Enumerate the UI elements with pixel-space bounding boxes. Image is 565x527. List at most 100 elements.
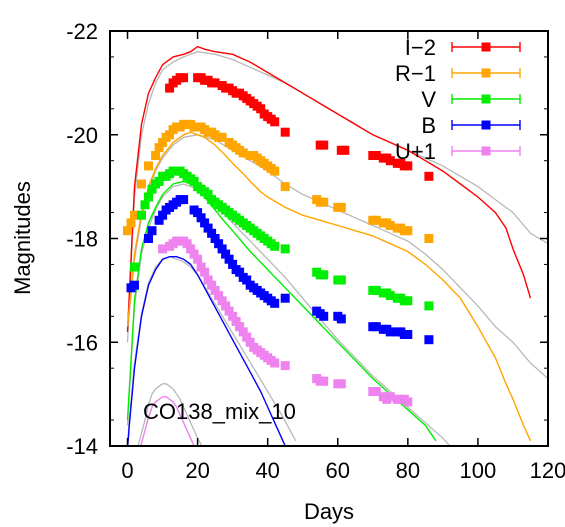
data-point bbox=[137, 210, 146, 220]
data-point bbox=[158, 138, 168, 147]
data-point bbox=[385, 392, 395, 402]
data-point bbox=[245, 337, 255, 347]
model-alt-line bbox=[126, 134, 548, 380]
data-point bbox=[158, 244, 168, 254]
data-point bbox=[217, 132, 227, 142]
data-point bbox=[207, 228, 217, 238]
y-tick-label: -16 bbox=[66, 330, 98, 355]
legend-marker bbox=[481, 42, 491, 52]
data-point bbox=[319, 270, 329, 280]
data-point bbox=[200, 218, 210, 228]
data-point bbox=[371, 215, 381, 225]
data-point bbox=[424, 171, 434, 181]
data-point bbox=[403, 330, 413, 339]
data-point bbox=[280, 182, 290, 192]
x-tick-label: 60 bbox=[326, 458, 350, 483]
data-point bbox=[189, 249, 199, 259]
data-point bbox=[424, 234, 434, 243]
data-point bbox=[371, 387, 381, 396]
data-point bbox=[126, 218, 136, 228]
data-point bbox=[147, 184, 157, 194]
data-point bbox=[238, 148, 248, 158]
axis-ticks: 0 20 40 60 80 100 120 -14 -16 -18 -20 -22 bbox=[66, 19, 565, 483]
x-axis-title: Days bbox=[304, 499, 354, 524]
model-line bbox=[140, 396, 195, 446]
data-point bbox=[371, 285, 381, 295]
data-point bbox=[256, 104, 266, 114]
data-point bbox=[210, 234, 220, 243]
data-point bbox=[193, 208, 203, 218]
x-tick-label: 40 bbox=[255, 458, 279, 483]
data-point bbox=[340, 145, 350, 155]
data-point bbox=[203, 189, 213, 199]
data-point bbox=[270, 241, 280, 251]
data-point bbox=[403, 397, 413, 407]
x-tick-label: 100 bbox=[460, 458, 497, 483]
data-point bbox=[154, 176, 164, 186]
y-tick-label: -22 bbox=[66, 19, 98, 44]
data-point bbox=[231, 317, 241, 326]
y-axis-title: Magnitudes bbox=[10, 181, 35, 295]
data-point bbox=[336, 379, 346, 389]
data-point bbox=[200, 267, 210, 277]
data-point bbox=[224, 306, 234, 316]
data-point bbox=[242, 332, 252, 342]
legend-marker bbox=[481, 120, 491, 130]
data-point bbox=[424, 301, 434, 311]
data-point bbox=[203, 275, 213, 285]
y-tick-label: -20 bbox=[66, 123, 98, 148]
data-point bbox=[130, 262, 139, 272]
legend-label: I−2 bbox=[405, 35, 436, 60]
data-point bbox=[182, 239, 192, 249]
data-point bbox=[214, 291, 224, 301]
data-point bbox=[189, 176, 199, 186]
data-point bbox=[210, 285, 220, 295]
data-point bbox=[228, 259, 238, 269]
model-alt-line bbox=[137, 383, 203, 446]
data-point bbox=[371, 322, 381, 332]
data-point bbox=[154, 215, 164, 225]
data-point bbox=[196, 262, 206, 272]
data-point bbox=[385, 291, 395, 301]
data-point bbox=[371, 151, 381, 160]
data-point bbox=[238, 327, 248, 337]
data-point bbox=[242, 275, 252, 285]
legend-label: V bbox=[421, 87, 436, 112]
data-point bbox=[319, 197, 329, 207]
data-point bbox=[235, 322, 245, 332]
data-point bbox=[217, 244, 227, 254]
legend-label: U+1 bbox=[395, 139, 436, 164]
data-point bbox=[385, 221, 395, 230]
data-point bbox=[336, 314, 346, 324]
model-line bbox=[126, 180, 437, 442]
data-point bbox=[130, 210, 139, 220]
data-point bbox=[280, 244, 290, 254]
data-point bbox=[270, 166, 280, 176]
data-point bbox=[235, 267, 245, 277]
legend-marker bbox=[481, 146, 491, 156]
data-point bbox=[137, 179, 146, 189]
data-point bbox=[144, 161, 153, 171]
data-point bbox=[270, 298, 280, 308]
data-point bbox=[336, 202, 346, 212]
data-point bbox=[165, 130, 175, 140]
data-point bbox=[186, 244, 196, 254]
model-line bbox=[126, 131, 532, 442]
data-point bbox=[123, 226, 132, 236]
model-line bbox=[127, 256, 286, 446]
data-point bbox=[130, 280, 139, 290]
data-point bbox=[385, 156, 395, 166]
data-point bbox=[403, 161, 413, 171]
data-point bbox=[319, 140, 329, 150]
data-point bbox=[385, 327, 395, 337]
y-tick-label: -18 bbox=[66, 227, 98, 252]
data-point bbox=[217, 296, 227, 306]
data-point bbox=[403, 226, 413, 236]
data-point bbox=[210, 78, 220, 88]
x-tick-label: 20 bbox=[185, 458, 209, 483]
data-point bbox=[196, 213, 206, 223]
data-point bbox=[228, 311, 238, 321]
data-point bbox=[179, 73, 189, 83]
